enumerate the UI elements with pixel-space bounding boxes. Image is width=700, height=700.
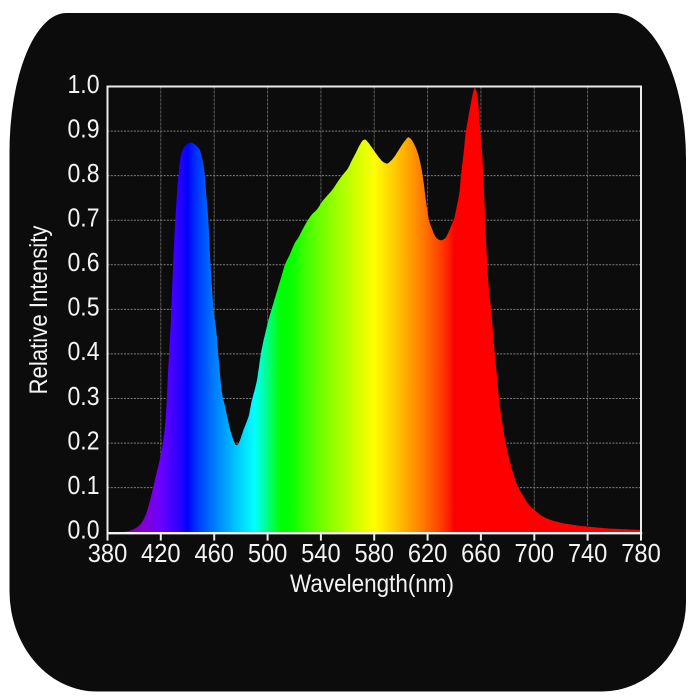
svg-text:0.6: 0.6 [68,247,100,277]
svg-text:420: 420 [141,538,181,568]
svg-text:Wavelength(nm): Wavelength(nm) [290,570,454,598]
svg-text:0.8: 0.8 [68,158,100,188]
svg-text:780: 780 [621,538,661,568]
svg-text:0.1: 0.1 [68,470,100,500]
svg-text:620: 620 [408,538,448,568]
svg-text:700: 700 [515,538,555,568]
svg-text:0.2: 0.2 [68,425,100,455]
svg-text:1.0: 1.0 [68,69,100,99]
svg-text:0.0: 0.0 [68,515,100,545]
svg-text:500: 500 [248,538,288,568]
svg-text:540: 540 [301,538,341,568]
svg-text:0.3: 0.3 [68,381,100,411]
svg-text:0.5: 0.5 [68,292,100,322]
svg-text:740: 740 [568,538,608,568]
svg-text:660: 660 [461,538,501,568]
svg-text:580: 580 [354,538,394,568]
svg-text:0.9: 0.9 [68,113,100,143]
svg-text:0.4: 0.4 [68,336,100,366]
svg-text:380: 380 [88,538,128,568]
svg-text:0.7: 0.7 [68,203,100,233]
svg-text:Relative Intensity: Relative Intensity [25,225,53,394]
svg-text:460: 460 [194,538,234,568]
